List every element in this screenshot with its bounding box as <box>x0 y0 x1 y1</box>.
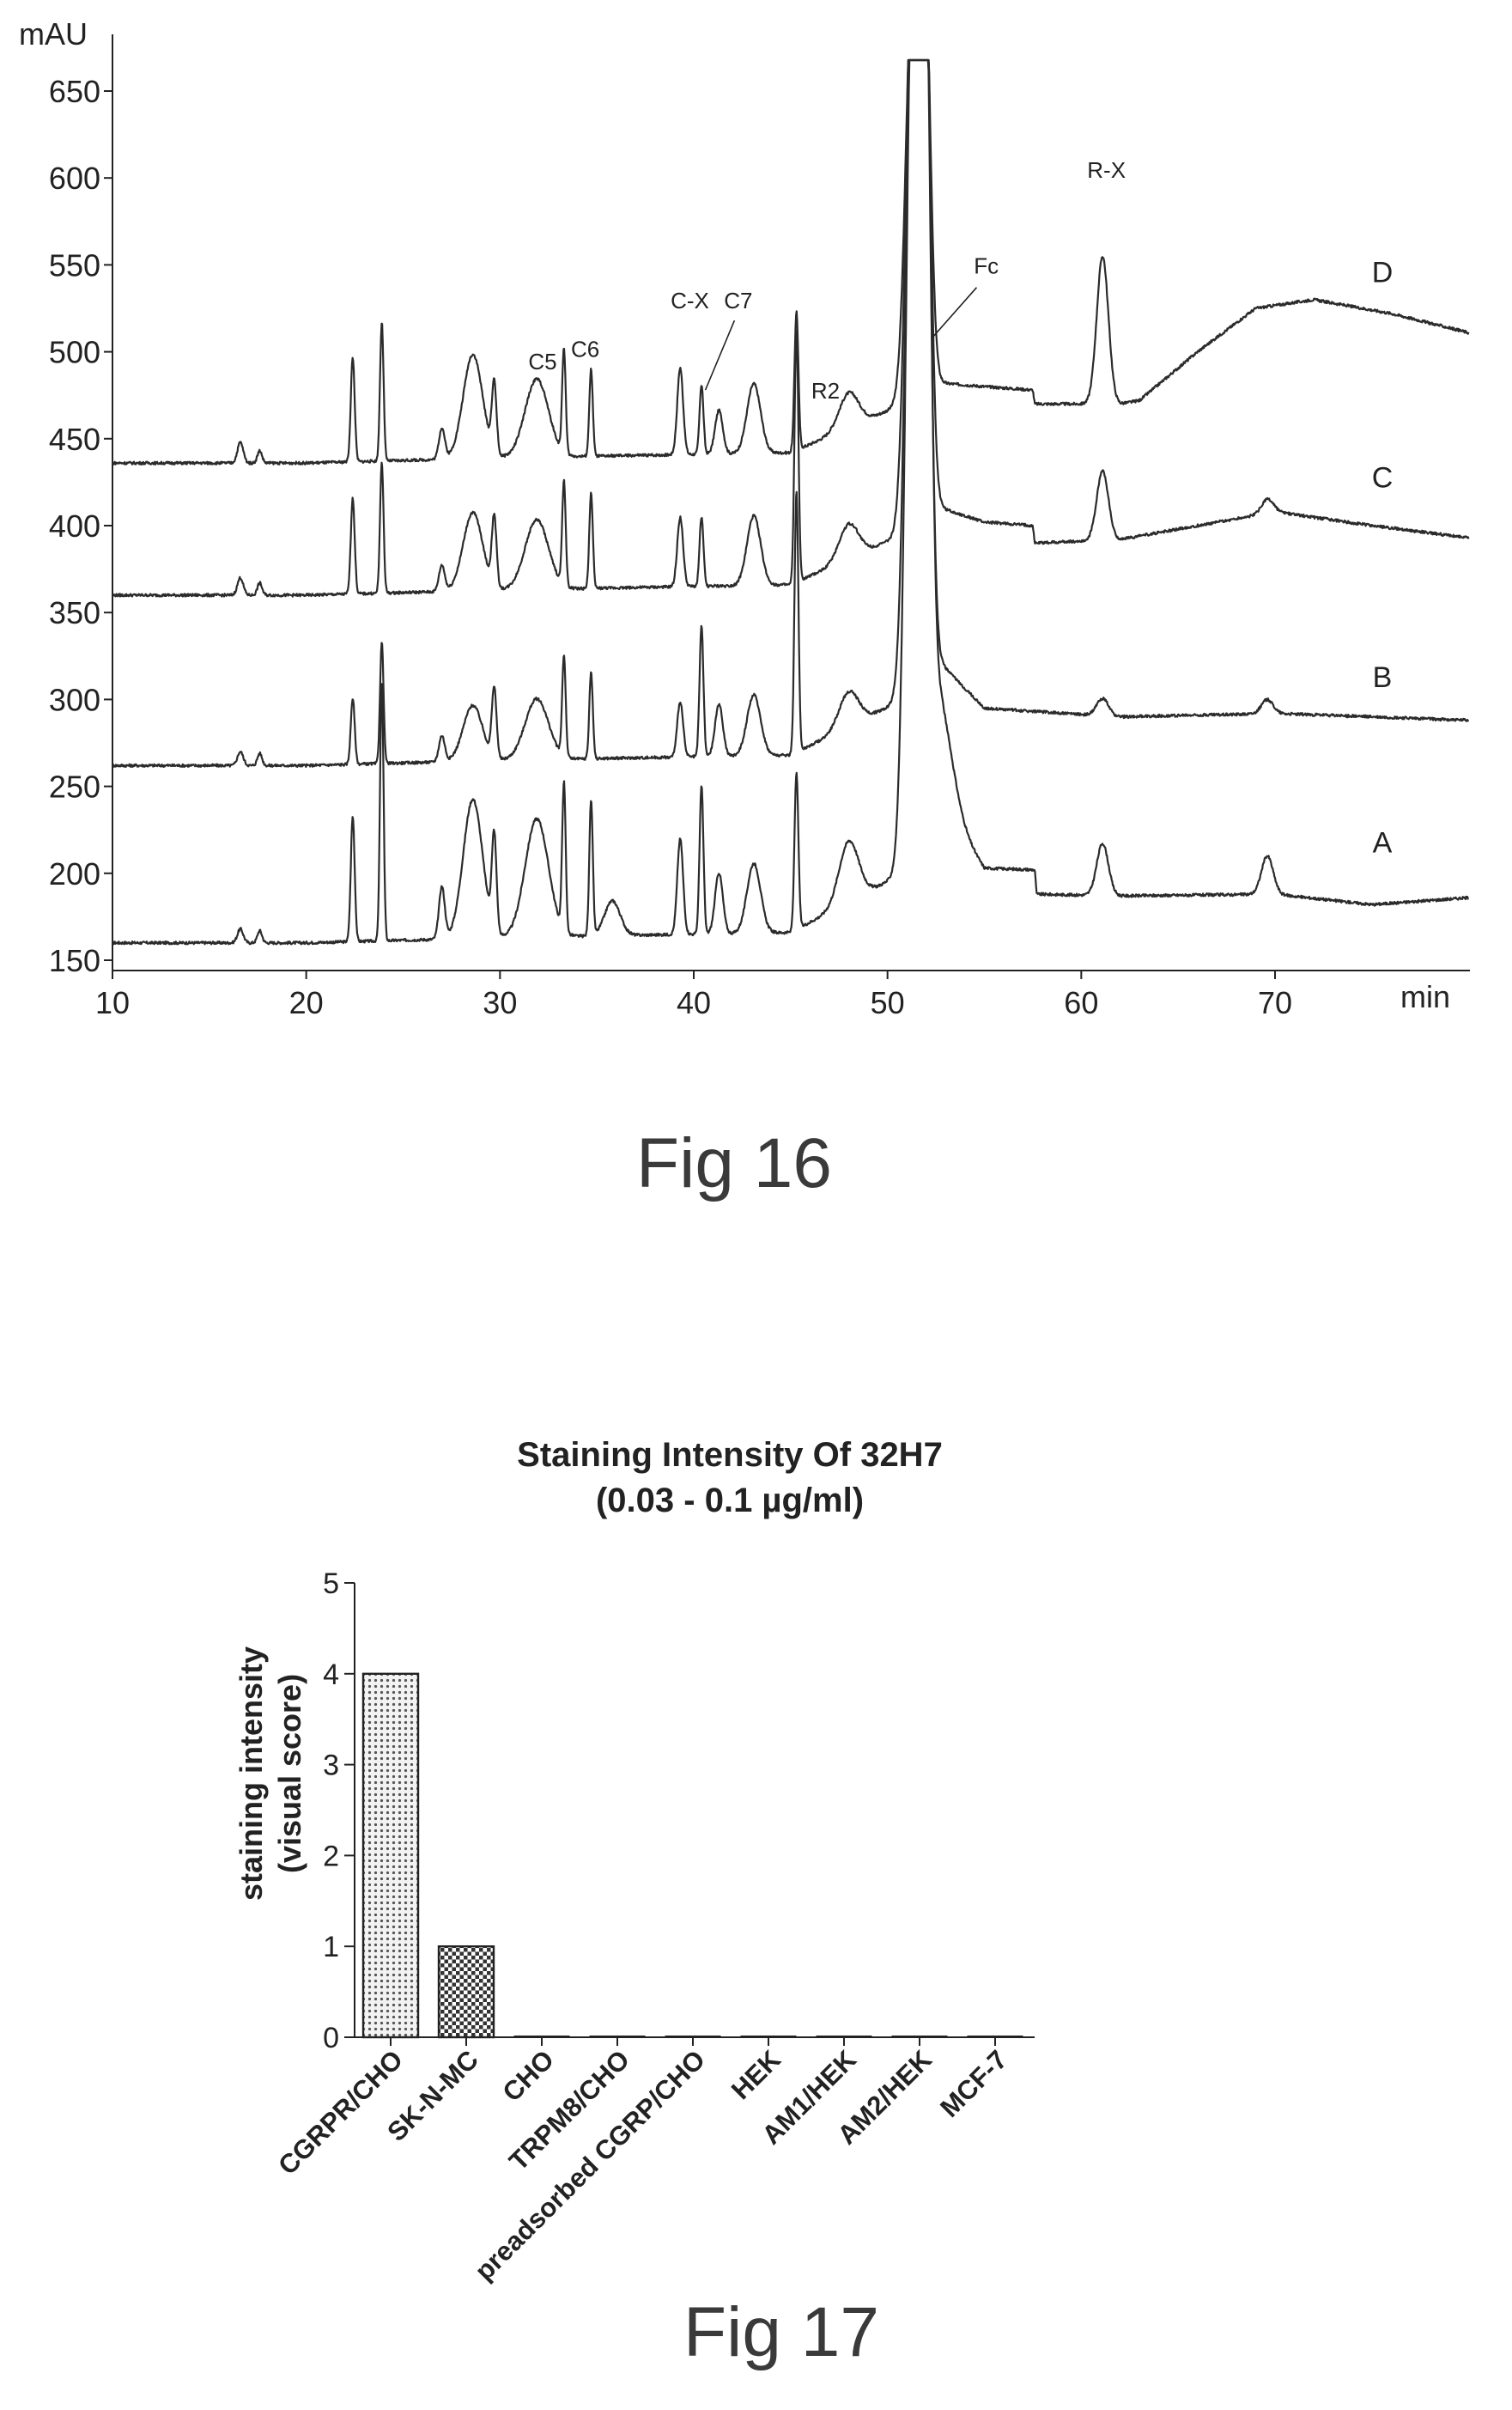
fig16-x-tick-label: 20 <box>289 985 324 1020</box>
fig17-y-tick-label: 4 <box>323 1658 339 1691</box>
fig16-trace-a <box>112 58 1469 946</box>
fig16-peak-label: R-X <box>1087 157 1126 183</box>
fig17-subtitle: (0.03 - 0.1 µg/ml) <box>596 1482 864 1519</box>
fig16-peak-label: R2 <box>811 378 840 404</box>
fig16-peak-label: Fc <box>974 253 999 279</box>
fig16-x-tick-label: 40 <box>677 985 711 1020</box>
fig16-trace-label-a: A <box>1373 827 1393 860</box>
fig17-bar <box>589 2036 646 2038</box>
fig17-axes: 0 1 2 3 4 5 <box>323 1567 1035 2054</box>
fig16-peak-annotations: C5 C6 C-X C7 R2 Fc R-X <box>528 157 1126 404</box>
fig16-trace-c <box>112 58 1470 598</box>
fig16-x-tick-label: 70 <box>1258 985 1292 1020</box>
fig17-y-tick-label: 1 <box>323 1931 339 1963</box>
fig17-y-tick-label: 2 <box>323 1840 339 1872</box>
fig17-bar <box>513 2036 570 2038</box>
fig17-bar <box>437 1944 495 2039</box>
fig17-y-tick-label: 0 <box>323 2022 339 2054</box>
fig16-caption: Fig 16 <box>636 1124 832 1202</box>
fig17-title: Staining Intensity Of 32H7 <box>517 1436 943 1474</box>
fig16-y-unit-label: mAU <box>19 16 88 52</box>
fig17-caption: Fig 17 <box>683 2293 879 2371</box>
fig16-y-tick-label: 150 <box>49 943 100 978</box>
fig16-y-tick-label: 400 <box>49 508 100 544</box>
fig16-x-unit-label: min <box>1400 979 1450 1014</box>
fig16-y-tick-label: 450 <box>49 422 100 457</box>
fig16-leader-line-fc <box>931 287 978 338</box>
fig16-leader-line-c7 <box>704 320 736 391</box>
fig17-bar-chart: Staining Intensity Of 32H7 (0.03 - 0.1 µ… <box>234 1436 1035 2371</box>
fig16-trace-d <box>112 58 1470 466</box>
fig16-y-tick-label: 350 <box>49 595 100 630</box>
fig17-ylabel-line2: (visual score) <box>272 1674 307 1873</box>
fig17-bar <box>816 2036 872 2038</box>
fig17-bar <box>740 2036 797 2038</box>
fig16-peak-label: C5 <box>528 349 556 374</box>
fig17-bar <box>361 1672 420 2039</box>
fig16-peak-label: C7 <box>724 288 752 313</box>
fig17-ylabel-line1: staining intensity <box>234 1646 269 1901</box>
fig16-y-tick-label: 600 <box>49 161 100 196</box>
fig17-category-label: MCF-7 <box>934 2044 1013 2123</box>
fig17-bar <box>891 2036 948 2038</box>
fig16-x-tick-label: 50 <box>871 985 905 1020</box>
fig16-traces: D C B A <box>111 58 1470 946</box>
fig17-y-tick-label: 3 <box>323 1750 339 1782</box>
fig16-y-tick-label: 250 <box>49 770 100 805</box>
fig17-category-label: CGRPR/CHO <box>272 2044 409 2181</box>
fig17-y-tick-label: 5 <box>323 1567 339 1600</box>
fig16-y-tick-label: 200 <box>49 856 100 892</box>
fig16-trace-b <box>111 58 1470 768</box>
fig16-peak-label: C6 <box>571 337 599 362</box>
fig16-x-tick-label: 60 <box>1064 985 1098 1020</box>
fig16-peak-label: C-X <box>671 288 709 313</box>
fig16-trace-label-b: B <box>1373 661 1393 694</box>
fig16-axes: 150 200 250 300 350 400 450 500 550 600 650 mAU 10 20… <box>19 16 1470 1020</box>
fig16-x-tick-label: 10 <box>95 985 130 1020</box>
fig16-y-tick-label: 500 <box>49 335 100 370</box>
fig16-x-tick-label: 30 <box>483 985 517 1020</box>
fig17-bars <box>361 1672 1023 2039</box>
fig17-category-label: HEK <box>726 2044 786 2105</box>
fig16-y-tick-label: 300 <box>49 682 100 717</box>
fig16-y-tick-label: 650 <box>49 74 100 109</box>
fig17-bar <box>967 2036 1023 2038</box>
fig16-trace-label-c: C <box>1372 461 1394 494</box>
fig16-trace-label-d: D <box>1372 257 1394 289</box>
fig17-bar <box>665 2036 721 2038</box>
fig17-category-label: CHO <box>496 2044 559 2107</box>
fig16-chromatogram: 150 200 250 300 350 400 450 500 550 600 650 mAU 10 20… <box>19 16 1470 1202</box>
fig16-y-tick-label: 550 <box>49 247 100 283</box>
